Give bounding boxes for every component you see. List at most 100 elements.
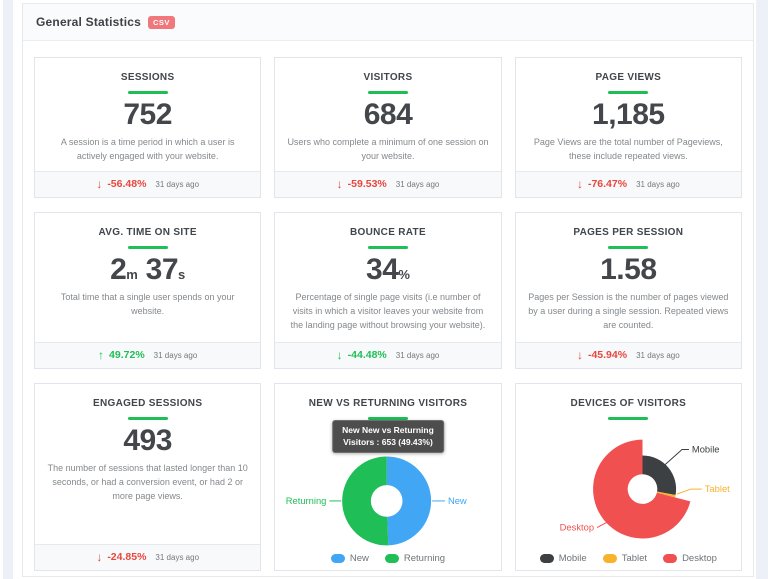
- returning-slice-label: Returning: [286, 496, 327, 506]
- delta-percent: -76.47%: [587, 178, 628, 190]
- down-arrow-icon: ↓: [576, 177, 583, 191]
- metric-value: 2m 37s: [110, 253, 186, 286]
- legend-item-desktop[interactable]: Desktop: [663, 553, 717, 564]
- new-swatch-icon: [330, 554, 345, 563]
- title-underline: [608, 246, 649, 249]
- card-title: PAGES PER SESSION: [573, 227, 684, 238]
- metric-value: 1,185: [592, 98, 665, 131]
- bounce-rate-card: BOUNCE RATE 34% Percentage of single pag…: [274, 212, 502, 369]
- card-title: PAGE VIEWS: [595, 72, 662, 83]
- devices-donut: [592, 439, 691, 539]
- down-arrow-icon: ↓: [576, 348, 583, 362]
- card-footer: ↓ -59.53% 31 days ago: [275, 171, 501, 197]
- period-label: 31 days ago: [395, 350, 440, 360]
- new-slice-label: New: [448, 496, 467, 506]
- down-arrow-icon: ↓: [336, 177, 343, 191]
- legend-item-tablet[interactable]: Tablet: [602, 553, 647, 564]
- sessions-card: SESSIONS 752 A session is a time period …: [34, 57, 262, 198]
- metric-value: 34%: [366, 253, 410, 286]
- card-title: BOUNCE RATE: [350, 227, 426, 238]
- card-footer: ↓ -56.48% 31 days ago: [35, 171, 261, 197]
- percent-unit: %: [398, 267, 410, 282]
- period-label: 31 days ago: [636, 350, 680, 360]
- donut-chart-svg: Mobile Tablet Desktop: [559, 439, 730, 539]
- mobile-slice-label: Mobile: [692, 445, 720, 455]
- new-vs-returning-card: NEW VS RETURNING VISITORS New New vs Ret…: [274, 383, 502, 571]
- mobile-swatch-icon: [539, 554, 554, 563]
- slice-desktop[interactable]: [592, 439, 691, 539]
- tablet-callout-line: [676, 488, 702, 495]
- card-title: DEVICES OF VISITORS: [570, 398, 687, 409]
- legend-item-new[interactable]: New: [330, 553, 369, 564]
- new-vs-returning-chart: Returning New New Returning: [275, 420, 500, 570]
- card-title: NEW VS RETURNING VISITORS: [308, 398, 468, 409]
- page-views-card: PAGE VIEWS 1,185 Page Views are the tota…: [514, 57, 742, 198]
- chart-tooltip: New New vs Returning Visitors : 653 (49.…: [332, 420, 444, 453]
- tablet-swatch-icon: [602, 554, 617, 563]
- card-title: AVG. TIME ON SITE: [98, 227, 197, 238]
- period-label: 31 days ago: [153, 350, 198, 360]
- metric-description: Total time that a single user spends on …: [60, 291, 235, 316]
- title-underline: [127, 417, 168, 420]
- tablet-slice-label: Tablet: [704, 484, 729, 494]
- metric-value: 493: [123, 424, 172, 457]
- down-arrow-icon: ↓: [96, 177, 103, 191]
- delta-percent: -44.48%: [347, 349, 387, 361]
- title-underline: [367, 417, 408, 420]
- down-arrow-icon: ↓: [96, 550, 103, 564]
- title-underline: [127, 91, 168, 94]
- page-right-gutter: [756, 0, 768, 579]
- minutes-unit: m: [126, 267, 138, 282]
- period-label: 31 days ago: [155, 552, 200, 562]
- panel-title: General Statistics: [36, 15, 141, 29]
- metric-description: Percentage of single page visits (i.e nu…: [290, 291, 486, 331]
- mobile-callout-line: [663, 449, 689, 466]
- metric-value: 752: [123, 98, 172, 131]
- delta-percent: -45.94%: [587, 349, 628, 361]
- metric-description: Users who complete a minimum of one sess…: [287, 136, 489, 161]
- card-footer: ↓ -76.47% 31 days ago: [515, 171, 741, 197]
- slice-new[interactable]: [387, 456, 432, 546]
- seconds-unit: s: [178, 267, 186, 282]
- metric-value: 684: [363, 98, 413, 131]
- pages-per-session-card: PAGES PER SESSION 1.58 Pages per Session…: [514, 212, 742, 369]
- delta-percent: -56.48%: [107, 178, 147, 190]
- down-arrow-icon: ↓: [336, 348, 343, 362]
- engaged-sessions-card: ENGAGED SESSIONS 493 The number of sessi…: [34, 383, 262, 571]
- metric-description: The number of sessions that lasted longe…: [47, 462, 248, 502]
- devices-of-visitors-card: DEVICES OF VISITORS Mobile Tablet Deskto…: [514, 383, 742, 571]
- slice-returning[interactable]: [342, 456, 389, 546]
- period-label: 31 days ago: [155, 179, 200, 189]
- card-title: SESSIONS: [120, 72, 175, 83]
- delta-percent: 49.72%: [109, 349, 145, 361]
- title-underline: [367, 91, 408, 94]
- title-underline: [127, 246, 168, 249]
- chart-legend: Mobile Tablet Desktop: [516, 553, 741, 564]
- card-title: ENGAGED SESSIONS: [93, 398, 203, 409]
- metric-description: A session is a time period in which a us…: [60, 136, 235, 161]
- card-footer: ↓ -44.48% 31 days ago: [275, 342, 501, 368]
- general-statistics-panel: General Statistics CSV SESSIONS 752 A se…: [22, 3, 754, 577]
- title-underline: [608, 417, 649, 420]
- desktop-slice-label: Desktop: [559, 523, 593, 533]
- metric-value: 1.58: [600, 253, 657, 286]
- period-label: 31 days ago: [636, 179, 680, 189]
- period-label: 31 days ago: [395, 179, 440, 189]
- returning-swatch-icon: [384, 554, 399, 563]
- legend-item-returning[interactable]: Returning: [384, 553, 445, 564]
- metric-description: Pages per Session is the number of pages…: [528, 291, 729, 331]
- donut-chart-svg: Returning New: [286, 456, 467, 546]
- stats-grid: SESSIONS 752 A session is a time period …: [23, 41, 753, 576]
- delta-percent: -59.53%: [347, 178, 387, 190]
- card-footer: ↓ -45.94% 31 days ago: [515, 342, 741, 368]
- devices-chart: Mobile Tablet Desktop Mobile Tablet: [516, 420, 741, 570]
- title-underline: [367, 246, 408, 249]
- slice-mobile[interactable]: [642, 455, 676, 495]
- desktop-callout-line: [596, 520, 610, 529]
- csv-export-button[interactable]: CSV: [147, 15, 175, 29]
- page-left-gutter: [3, 0, 13, 579]
- legend-item-mobile[interactable]: Mobile: [539, 553, 587, 564]
- slice-tablet[interactable]: [656, 491, 676, 498]
- panel-header: General Statistics CSV: [23, 4, 753, 41]
- chart-legend: New Returning: [275, 553, 500, 564]
